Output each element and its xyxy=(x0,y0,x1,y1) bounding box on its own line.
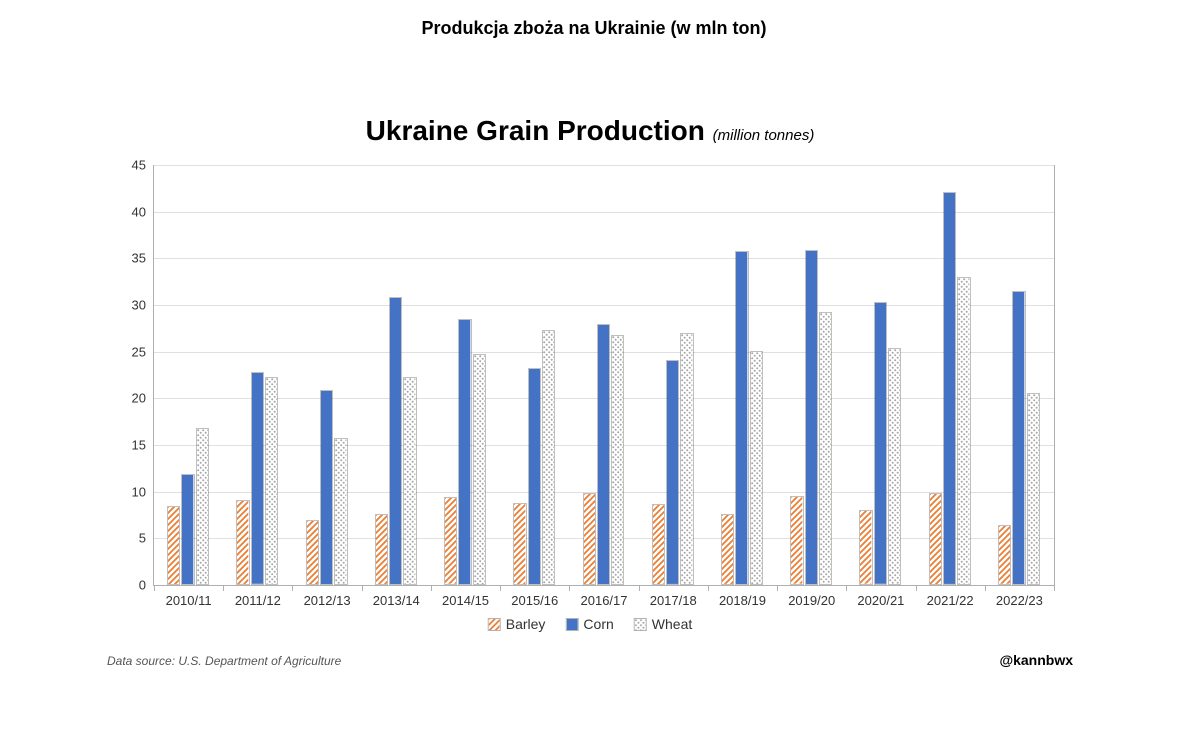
bar-wheat xyxy=(819,312,832,585)
y-tick-label: 25 xyxy=(132,344,154,359)
bar-corn xyxy=(805,250,818,585)
bar-barley xyxy=(306,520,319,585)
x-tick-label: 2021/22 xyxy=(927,585,974,608)
bar-corn xyxy=(181,474,194,585)
x-tick-label: 2018/19 xyxy=(719,585,766,608)
bar-corn xyxy=(251,372,264,585)
y-tick-label: 10 xyxy=(132,484,154,499)
bar-barley xyxy=(167,506,180,585)
bar-barley xyxy=(790,496,803,585)
bar-barley xyxy=(929,493,942,585)
bar-corn xyxy=(943,192,956,585)
x-tick-label: 2019/20 xyxy=(788,585,835,608)
legend-label: Wheat xyxy=(652,616,692,632)
y-tick-label: 20 xyxy=(132,391,154,406)
x-tick-label: 2013/14 xyxy=(373,585,420,608)
legend-label: Corn xyxy=(583,616,613,632)
bar-wheat xyxy=(1027,393,1040,585)
x-tick-mark xyxy=(916,585,917,591)
bar-wheat xyxy=(750,351,763,585)
x-tick-mark xyxy=(292,585,293,591)
legend-swatch xyxy=(565,618,578,631)
x-tick-mark xyxy=(1054,585,1055,591)
chart-title-main: Ukraine Grain Production xyxy=(366,115,705,146)
x-tick-label: 2020/21 xyxy=(857,585,904,608)
bar-corn xyxy=(874,302,887,585)
x-tick-label: 2012/13 xyxy=(304,585,351,608)
x-tick-label: 2014/15 xyxy=(442,585,489,608)
x-tick-label: 2011/12 xyxy=(235,585,281,608)
x-tick-label: 2010/11 xyxy=(166,585,212,608)
x-tick-label: 2017/18 xyxy=(650,585,697,608)
x-tick-label: 2015/16 xyxy=(511,585,558,608)
page-title: Produkcja zboża na Ukrainie (w mln ton) xyxy=(0,0,1188,39)
legend-item-wheat: Wheat xyxy=(634,616,692,632)
y-tick-label: 40 xyxy=(132,204,154,219)
bar-wheat xyxy=(334,438,347,585)
legend-label: Barley xyxy=(506,616,546,632)
chart-container: Ukraine Grain Production (million tonnes… xyxy=(95,115,1085,680)
attribution: @kannbwx xyxy=(999,652,1073,668)
bar-corn xyxy=(735,251,748,585)
y-tick-label: 15 xyxy=(132,438,154,453)
bar-barley xyxy=(652,504,665,585)
x-tick-mark xyxy=(777,585,778,591)
bar-wheat xyxy=(542,330,555,585)
bar-wheat xyxy=(196,428,209,585)
bar-corn xyxy=(389,297,402,585)
y-tick-label: 45 xyxy=(132,158,154,173)
x-tick-mark xyxy=(985,585,986,591)
x-tick-mark xyxy=(708,585,709,591)
bar-corn xyxy=(666,360,679,585)
bar-barley xyxy=(859,510,872,585)
data-source: Data source: U.S. Department of Agricult… xyxy=(107,654,341,668)
bar-corn xyxy=(1012,291,1025,585)
legend: Barley Corn Wheat xyxy=(488,616,693,632)
x-tick-mark xyxy=(846,585,847,591)
bar-wheat xyxy=(473,354,486,585)
bar-wheat xyxy=(680,333,693,585)
gridline xyxy=(154,212,1054,213)
legend-swatch xyxy=(634,618,647,631)
bar-corn xyxy=(528,368,541,585)
bar-corn xyxy=(320,390,333,585)
legend-item-corn: Corn xyxy=(565,616,613,632)
y-tick-label: 35 xyxy=(132,251,154,266)
bar-barley xyxy=(444,497,457,585)
x-tick-mark xyxy=(154,585,155,591)
gridline xyxy=(154,165,1054,166)
bar-wheat xyxy=(611,335,624,585)
bar-barley xyxy=(721,514,734,585)
x-tick-mark xyxy=(431,585,432,591)
plot-area: 0510152025303540452010/112011/122012/132… xyxy=(153,165,1055,586)
bar-corn xyxy=(458,319,471,585)
x-tick-mark xyxy=(223,585,224,591)
gridline xyxy=(154,258,1054,259)
chart-title-sub: (million tonnes) xyxy=(713,127,815,144)
x-tick-label: 2016/17 xyxy=(581,585,628,608)
x-tick-mark xyxy=(569,585,570,591)
x-tick-label: 2022/23 xyxy=(996,585,1043,608)
bar-wheat xyxy=(265,377,278,585)
bar-barley xyxy=(236,500,249,585)
y-tick-label: 0 xyxy=(139,578,154,593)
bar-wheat xyxy=(957,277,970,585)
bar-barley xyxy=(513,503,526,585)
gridline xyxy=(154,305,1054,306)
bar-barley xyxy=(375,514,388,585)
bar-corn xyxy=(597,324,610,585)
legend-swatch xyxy=(488,618,501,631)
x-tick-mark xyxy=(500,585,501,591)
chart-title: Ukraine Grain Production (million tonnes… xyxy=(366,115,815,147)
x-tick-mark xyxy=(639,585,640,591)
bar-wheat xyxy=(403,377,416,585)
bar-wheat xyxy=(888,348,901,585)
y-tick-label: 5 xyxy=(139,531,154,546)
y-tick-label: 30 xyxy=(132,298,154,313)
bar-barley xyxy=(583,493,596,585)
bar-barley xyxy=(998,525,1011,585)
x-tick-mark xyxy=(362,585,363,591)
legend-item-barley: Barley xyxy=(488,616,546,632)
